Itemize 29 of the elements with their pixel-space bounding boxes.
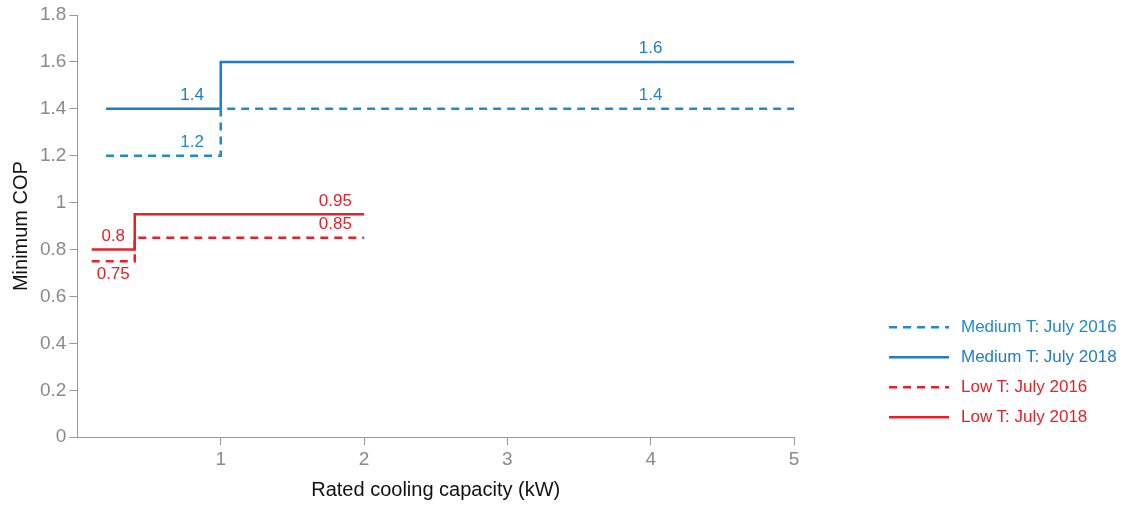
y-tick-label: 1.8	[39, 3, 67, 25]
y-tick-label: 1	[55, 190, 67, 212]
y-tick-label: 1.4	[39, 97, 67, 119]
x-axis-title: Rated cooling capacity (kW)	[311, 477, 561, 500]
y-tick-label: 1.6	[39, 50, 67, 72]
y-tick-label: 0.8	[39, 237, 67, 259]
y-tick-label: 0.6	[39, 284, 67, 306]
x-tick-label: 5	[788, 447, 800, 469]
legend-label: Low T: July 2018	[961, 406, 1088, 426]
legend-label: Medium T: July 2016	[961, 316, 1117, 336]
legend-label: Low T: July 2016	[961, 376, 1088, 396]
annotation: 0.85	[318, 214, 352, 234]
y-tick-label: 0.2	[39, 378, 67, 400]
y-tick-label: 0	[55, 425, 67, 447]
annotation: 1.4	[638, 85, 663, 105]
x-tick-label: 4	[645, 447, 657, 469]
annotation: 1.4	[180, 85, 204, 105]
annotation: 0.8	[101, 225, 126, 245]
annotation: 0.95	[318, 190, 352, 210]
y-tick-label: 1.2	[39, 143, 67, 165]
x-tick-label: 1	[215, 447, 227, 469]
legend-label: Medium T: July 2018	[961, 346, 1117, 366]
y-tick-label: 0.4	[39, 331, 67, 353]
y-axis-title: Minimum COP	[8, 161, 31, 292]
annotation: 1.6	[638, 38, 663, 58]
x-tick-label: 3	[502, 447, 513, 469]
x-tick-label: 2	[358, 447, 370, 469]
annotation: 1.2	[180, 131, 204, 151]
annotation: 0.75	[96, 264, 130, 284]
